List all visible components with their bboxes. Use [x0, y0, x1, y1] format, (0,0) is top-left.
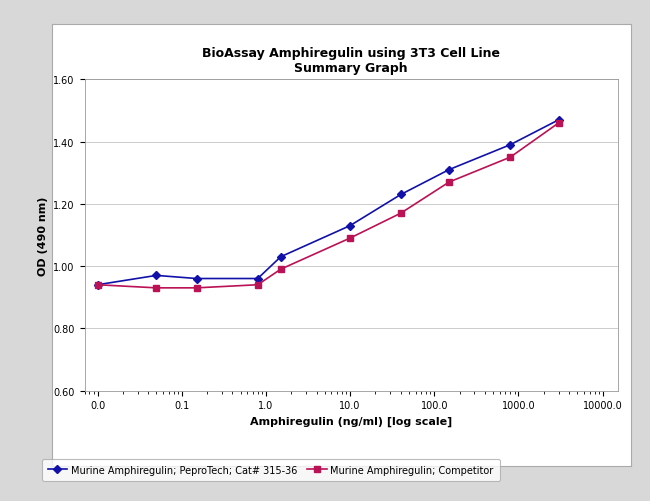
Murine Amphiregulin; Competitor — [445, 180, 453, 186]
Murine Amphiregulin; Competitor — [397, 211, 405, 217]
Murine Amphiregulin; PeproTech; Cat# 315-36 — [254, 276, 262, 282]
Murine Amphiregulin; PeproTech; Cat# 315-36 — [554, 118, 562, 124]
Title: BioAssay Amphiregulin using 3T3 Cell Line
Summary Graph: BioAssay Amphiregulin using 3T3 Cell Lin… — [202, 47, 500, 75]
Line: Murine Amphiregulin; Competitor: Murine Amphiregulin; Competitor — [95, 121, 562, 291]
X-axis label: Amphiregulin (ng/ml) [log scale]: Amphiregulin (ng/ml) [log scale] — [250, 416, 452, 426]
Murine Amphiregulin; PeproTech; Cat# 315-36 — [192, 276, 200, 282]
Murine Amphiregulin; PeproTech; Cat# 315-36 — [445, 167, 453, 173]
Murine Amphiregulin; Competitor — [153, 285, 161, 291]
Murine Amphiregulin; PeproTech; Cat# 315-36 — [346, 223, 354, 229]
Murine Amphiregulin; Competitor — [277, 267, 285, 273]
Murine Amphiregulin; PeproTech; Cat# 315-36 — [153, 273, 161, 279]
Murine Amphiregulin; PeproTech; Cat# 315-36 — [277, 254, 285, 260]
Legend: Murine Amphiregulin; PeproTech; Cat# 315-36, Murine Amphiregulin; Competitor: Murine Amphiregulin; PeproTech; Cat# 315… — [42, 459, 500, 481]
Murine Amphiregulin; Competitor — [192, 285, 200, 291]
Murine Amphiregulin; PeproTech; Cat# 315-36 — [94, 282, 101, 288]
Murine Amphiregulin; Competitor — [346, 235, 354, 241]
Line: Murine Amphiregulin; PeproTech; Cat# 315-36: Murine Amphiregulin; PeproTech; Cat# 315… — [95, 118, 562, 288]
Murine Amphiregulin; PeproTech; Cat# 315-36 — [506, 142, 514, 148]
Murine Amphiregulin; Competitor — [254, 282, 262, 288]
Murine Amphiregulin; PeproTech; Cat# 315-36 — [397, 192, 405, 198]
Murine Amphiregulin; Competitor — [506, 155, 514, 161]
Murine Amphiregulin; Competitor — [554, 121, 562, 127]
Y-axis label: OD (490 nm): OD (490 nm) — [38, 196, 47, 275]
Murine Amphiregulin; Competitor — [94, 282, 101, 288]
